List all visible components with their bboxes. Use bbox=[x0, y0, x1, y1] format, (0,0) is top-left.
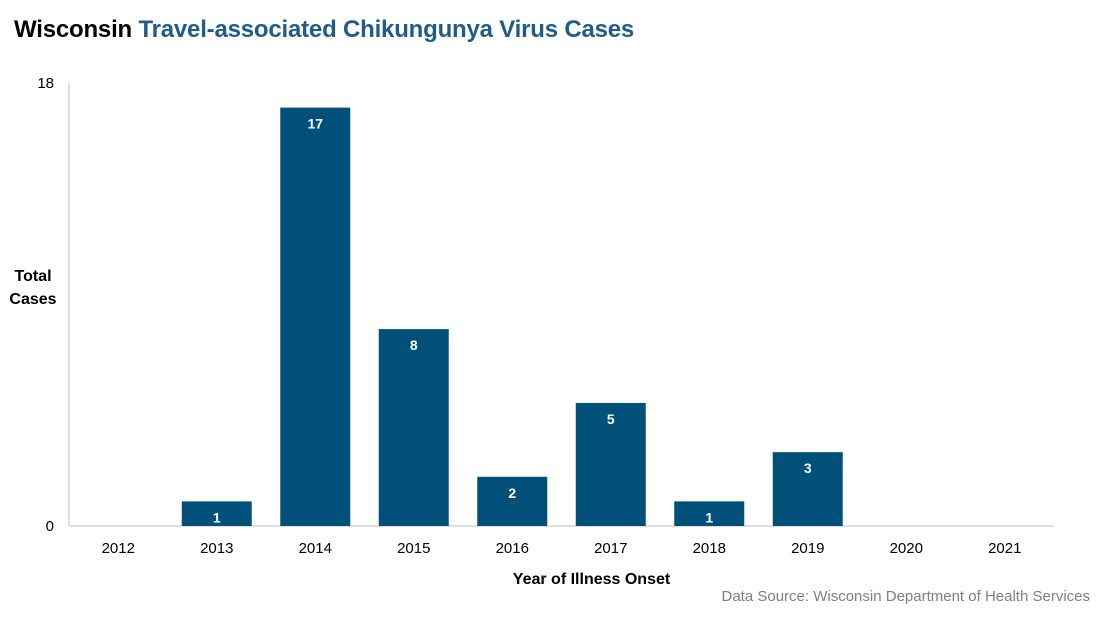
y-tick-label: 0 bbox=[46, 518, 54, 535]
y-axis-title-line: Total bbox=[14, 268, 51, 285]
chart-title-main: Travel-associated Chikungunya Virus Case… bbox=[138, 16, 635, 43]
x-tick-label: 2021 bbox=[988, 540, 1021, 557]
x-tick-label: 2020 bbox=[890, 540, 923, 557]
bar bbox=[181, 501, 252, 526]
bar-data-label: 1 bbox=[213, 509, 221, 525]
x-tick-label: 2018 bbox=[693, 540, 726, 557]
data-source-note: Data Source: Wisconsin Department of Hea… bbox=[721, 588, 1091, 605]
y-tick-label: 18 bbox=[37, 75, 54, 92]
bar-data-label: 17 bbox=[307, 116, 323, 132]
bar bbox=[378, 329, 449, 526]
chart-title: Wisconsin Travel-associated Chikungunya … bbox=[14, 16, 634, 44]
bar bbox=[772, 452, 843, 526]
x-tick-label: 2012 bbox=[102, 540, 135, 557]
x-tick-label: 2017 bbox=[594, 540, 627, 557]
bar bbox=[674, 501, 745, 526]
bar-data-label: 8 bbox=[410, 337, 418, 353]
bar-data-label: 3 bbox=[804, 460, 812, 476]
bar bbox=[575, 402, 646, 526]
bar-data-label: 1 bbox=[705, 509, 713, 525]
x-tick-label: 2016 bbox=[496, 540, 529, 557]
bar bbox=[477, 476, 548, 526]
bar-data-label: 5 bbox=[607, 411, 615, 427]
bar bbox=[280, 107, 351, 526]
x-tick-label: 2019 bbox=[791, 540, 824, 557]
x-axis-title: Year of Illness Onset bbox=[513, 571, 671, 588]
x-tick-label: 2013 bbox=[200, 540, 233, 557]
chart-title-prefix: Wisconsin bbox=[14, 16, 133, 43]
y-axis-title-line: Cases bbox=[9, 291, 56, 308]
x-tick-label: 2015 bbox=[397, 540, 430, 557]
bar-data-label: 2 bbox=[508, 485, 516, 501]
x-tick-label: 2014 bbox=[299, 540, 332, 557]
